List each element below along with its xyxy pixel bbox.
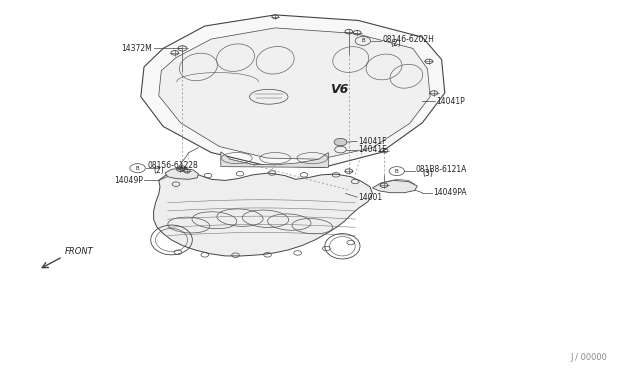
Text: 081B8-6121A: 081B8-6121A [416,165,467,174]
Polygon shape [141,15,445,167]
Text: 14041P: 14041P [436,97,465,106]
Text: B: B [395,169,399,174]
Polygon shape [221,152,328,167]
Text: (3): (3) [422,169,433,178]
Text: 14372M: 14372M [122,44,152,53]
Text: 08146-6202H: 08146-6202H [382,35,434,44]
Circle shape [334,138,347,146]
Text: 14049P: 14049P [114,176,143,185]
Text: J / 00000: J / 00000 [570,353,607,362]
Text: 08156-61228: 08156-61228 [147,161,198,170]
Text: 14041F: 14041F [358,137,387,146]
Text: 14049PA: 14049PA [433,188,467,197]
Text: FRONT: FRONT [65,247,94,256]
Polygon shape [159,28,430,159]
Text: V6: V6 [330,83,348,96]
Text: (2): (2) [390,39,401,48]
Text: B: B [136,166,140,171]
Polygon shape [372,180,417,193]
Polygon shape [165,168,198,179]
Text: 14041E: 14041E [358,145,387,154]
Polygon shape [154,173,372,256]
Text: (2): (2) [154,166,164,174]
Text: 14001: 14001 [358,193,383,202]
Text: B: B [361,38,365,44]
